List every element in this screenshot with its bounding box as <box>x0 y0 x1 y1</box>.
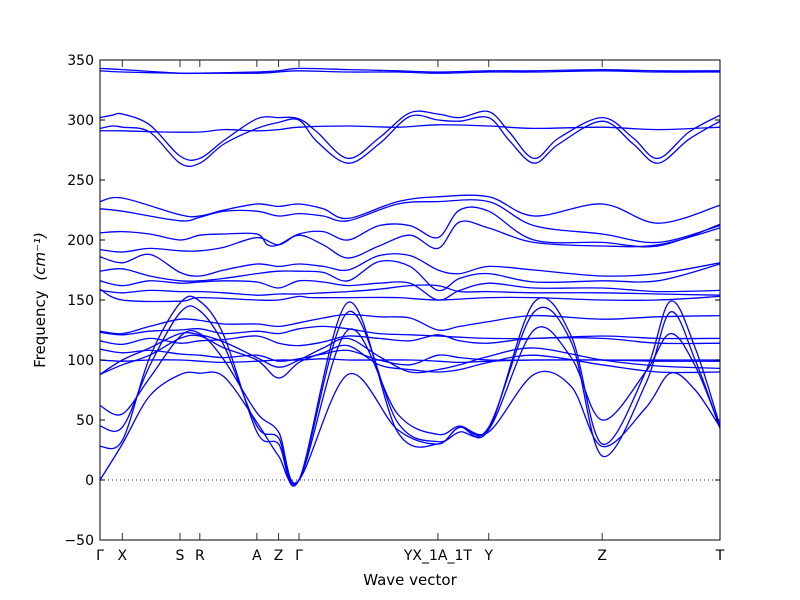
band-line-17 <box>100 334 720 347</box>
band-line-22 <box>100 295 720 487</box>
y-tick-label: 250 <box>67 173 94 189</box>
band-line-19 <box>100 358 720 364</box>
phonon-bands <box>100 67 720 487</box>
x-tick-label: S <box>176 548 185 564</box>
plot-frame <box>99 59 721 541</box>
band-line-6 <box>100 194 720 224</box>
y-tick-label: 200 <box>67 233 94 249</box>
band-line-7 <box>100 199 720 244</box>
band-line-8 <box>100 206 720 248</box>
x-tick-label: X <box>118 548 128 564</box>
y-tick-label: 100 <box>67 353 94 369</box>
y-tick-label: 300 <box>67 113 94 129</box>
x-tick-label: A <box>252 548 262 564</box>
y-tick-label: 0 <box>85 473 94 489</box>
band-line-10 <box>100 253 720 277</box>
x-axis-tick-labels: Γ X S R A Z Γ YX_1A_1T Y Z T <box>96 548 725 564</box>
x-tick-label: Γ <box>96 548 104 564</box>
band-line-11 <box>100 260 720 292</box>
y-axis-title-text: Frequency <box>31 290 49 368</box>
y-tick-label: 150 <box>67 293 94 309</box>
x-tick-label: Γ <box>295 548 303 564</box>
band-line-4 <box>100 114 720 167</box>
band-line-13 <box>100 284 720 296</box>
band-line-3 <box>100 110 720 161</box>
band-line-20 <box>100 331 720 375</box>
band-line-2 <box>100 67 720 75</box>
band-line-24 <box>100 326 720 484</box>
x-tick-label: R <box>195 548 205 564</box>
x-tick-label: YX_1A_1T <box>403 548 473 564</box>
band-line-15 <box>100 313 720 335</box>
x-tick-label: Z <box>597 548 607 564</box>
x-tick-label: T <box>715 548 725 564</box>
y-axis-ticks: −50 0 50 100 150 200 250 300 350 <box>64 53 720 549</box>
y-tick-label: −50 <box>64 533 94 549</box>
x-axis-title: Wave vector <box>363 571 457 589</box>
band-line-5 <box>100 124 720 133</box>
band-line-14 <box>100 288 720 303</box>
band-line-9 <box>100 220 720 259</box>
band-line-12 <box>100 279 720 301</box>
y-axis-title: Frequency (cm⁻¹) <box>31 232 49 368</box>
x-tick-label: Y <box>483 548 493 564</box>
y-tick-label: 50 <box>76 413 94 429</box>
x-tick-label: Z <box>274 548 284 564</box>
band-line-25 <box>100 370 720 484</box>
y-tick-label: 350 <box>67 53 94 69</box>
y-axis-unit: (cm⁻¹) <box>31 232 49 281</box>
band-line-21 <box>100 334 720 379</box>
